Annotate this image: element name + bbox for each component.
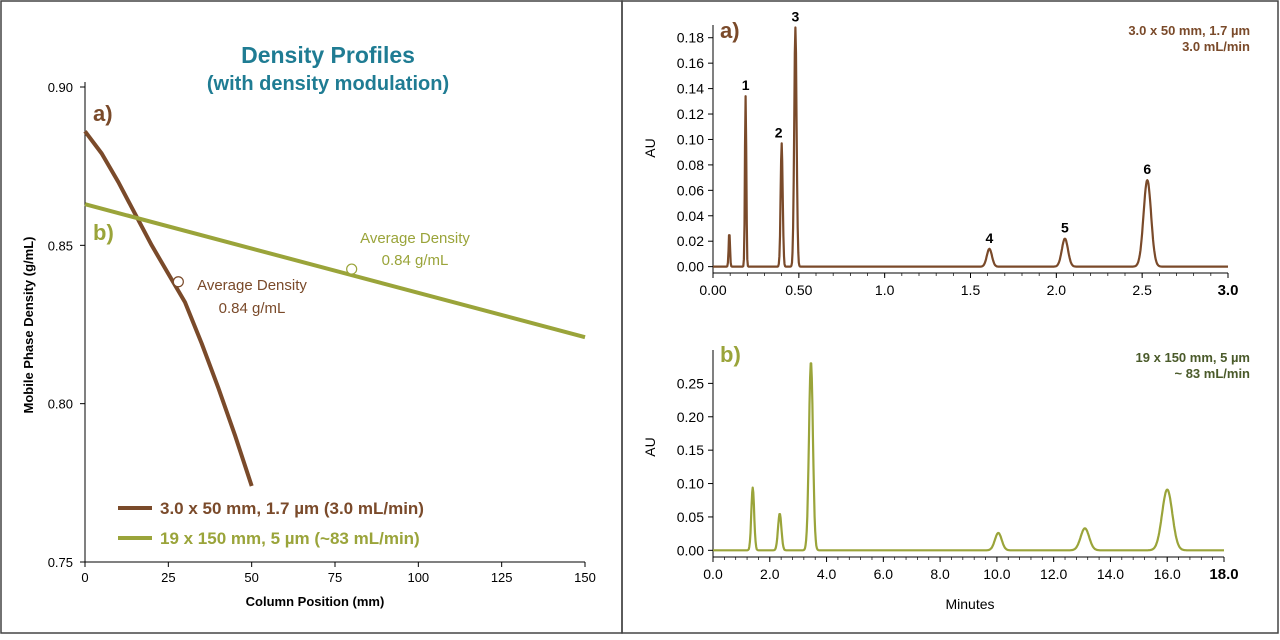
- chrom-a-peak-label: 6: [1143, 161, 1151, 177]
- chrom-b-y-tick-label: 0.15: [677, 442, 704, 458]
- density-series-line: [83, 130, 254, 487]
- chrom-b-x-tick-label: 16.0: [1154, 566, 1181, 582]
- chrom-b-y-tick-label: 0.20: [677, 409, 704, 425]
- chrom-b-x-tick-label: 0.0: [703, 566, 723, 582]
- density-y-tick-label: 0.80: [48, 397, 73, 412]
- chrom-a-y-tick-label: 0.02: [677, 233, 704, 249]
- chrom-a-trace: [712, 26, 1229, 268]
- chrom-a-x-tick-label: 1.5: [961, 282, 981, 298]
- chrom-a-peak-label: 5: [1061, 220, 1069, 236]
- chrom-a-ylabel: AU: [642, 138, 658, 157]
- chrom-b-conditions-line1: 19 x 150 mm, 5 µm: [1136, 350, 1250, 365]
- chrom-a-peak-label: 4: [985, 230, 993, 246]
- density-x-tick-label: 150: [574, 570, 596, 585]
- average-density-marker: [172, 276, 184, 288]
- chrom-a-conditions-line2: 3.0 mL/min: [1182, 39, 1250, 54]
- chrom-b-x-tick-label: 12.0: [1040, 566, 1067, 582]
- annotation-b-line1: Average Density: [360, 230, 470, 247]
- density-y-tick-label: 0.75: [48, 555, 73, 570]
- chrom-a-y-tick-label: 0.06: [677, 182, 704, 198]
- chrom-b-ylabel: AU: [642, 437, 658, 456]
- chrom-a-x-tick-label: 1.0: [875, 282, 895, 298]
- chrom-a-y-tick-label: 0.04: [677, 208, 704, 224]
- chrom-b-x-tick-label: 6.0: [874, 566, 894, 582]
- chrom-a-panel-label: a): [720, 18, 740, 43]
- annotation-a-line1: Average Density: [197, 277, 307, 294]
- chrom-b-trace: [712, 362, 1225, 552]
- density-x-tick-label: 75: [328, 570, 342, 585]
- chrom-a-y-tick-label: 0.10: [677, 131, 704, 147]
- chrom-a-conditions-line1: 3.0 x 50 mm, 1.7 µm: [1128, 23, 1250, 38]
- chrom-a-y-tick-label: 0.16: [677, 55, 704, 71]
- chrom-b-x-tick-label: 14.0: [1097, 566, 1124, 582]
- chrom-b-y-tick-label: 0.05: [677, 509, 704, 525]
- chrom-b-conditions-line2: ~ 83 mL/min: [1175, 366, 1251, 381]
- density-series-line: [84, 202, 586, 340]
- chrom-a-peak-label: 3: [792, 9, 800, 25]
- chrom-b-x-tick-label: 10.0: [983, 566, 1010, 582]
- chrom-a-x-tick-label: 0.00: [699, 282, 726, 298]
- average-density-marker: [346, 263, 358, 275]
- chrom-a-y-tick-label: 0.18: [677, 30, 704, 46]
- chrom-b-x-tick-label: 4.0: [817, 566, 837, 582]
- chrom-b-xlabel: Minutes: [945, 596, 994, 612]
- chrom-b-x-tick-label: 2.0: [760, 566, 780, 582]
- chrom-a-x-tick-label: 3.0: [1218, 282, 1239, 299]
- chrom-b-y-tick-label: 0.10: [677, 476, 704, 492]
- chrom-a-y-tick-label: 0.14: [677, 81, 704, 97]
- density-x-tick-label: 25: [161, 570, 175, 585]
- density-x-tick-label: 50: [244, 570, 258, 585]
- density-x-tick-label: 0: [81, 570, 88, 585]
- chrom-a-peak-label: 1: [742, 77, 750, 93]
- density-y-tick-label: 0.85: [48, 238, 73, 253]
- density-x-tick-label: 100: [407, 570, 429, 585]
- density-y-tick-label: 0.90: [48, 80, 73, 95]
- density-label-b: b): [93, 220, 114, 245]
- chrom-a-y-tick-label: 0.08: [677, 157, 704, 173]
- chrom-b-x-tick-label: 8.0: [930, 566, 950, 582]
- chrom-b-y-tick-label: 0.25: [677, 375, 704, 391]
- legend-label-b: 19 x 150 mm, 5 µm (~83 mL/min): [160, 529, 420, 548]
- density-ylabel: Mobile Phase Density (g/mL): [21, 237, 36, 414]
- density-chart-subtitle: (with density modulation): [207, 73, 449, 95]
- legend-label-a: 3.0 x 50 mm, 1.7 µm (3.0 mL/min): [160, 499, 424, 518]
- chrom-a-y-tick-label: 0.12: [677, 106, 704, 122]
- annotation-b-line2: 0.84 g/mL: [382, 252, 449, 269]
- density-xlabel: Column Position (mm): [246, 594, 385, 609]
- annotation-a-line2: 0.84 g/mL: [219, 300, 286, 317]
- chrom-a-peak-label: 2: [775, 124, 783, 140]
- density-chart-title: Density Profiles: [241, 42, 415, 68]
- chrom-b-panel-label: b): [720, 342, 741, 367]
- chrom-a-x-tick-label: 0.50: [785, 282, 812, 298]
- density-label-a: a): [93, 101, 113, 126]
- chrom-a-y-tick-label: 0.00: [677, 259, 704, 275]
- chrom-b-x-tick-label: 18.0: [1209, 566, 1238, 583]
- density-x-tick-label: 125: [491, 570, 513, 585]
- chrom-b-y-tick-label: 0.00: [677, 542, 704, 558]
- chrom-a-x-tick-label: 2.5: [1132, 282, 1152, 298]
- right-panel-frame: [621, 0, 1279, 634]
- chrom-a-x-tick-label: 2.0: [1047, 282, 1067, 298]
